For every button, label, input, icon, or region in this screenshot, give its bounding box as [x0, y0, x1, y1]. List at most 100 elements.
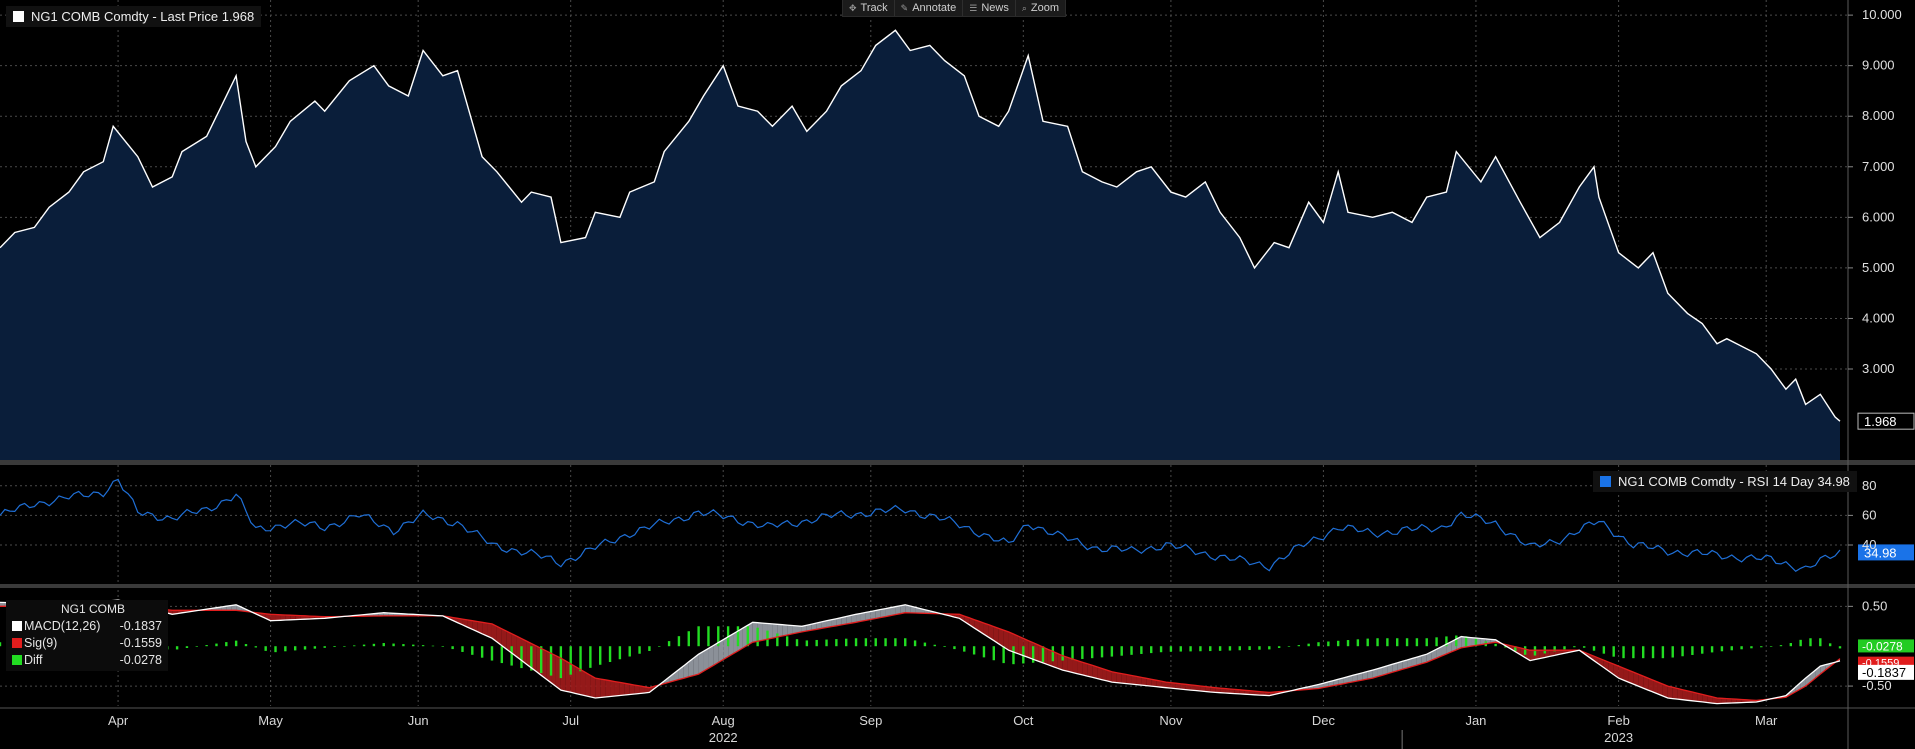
diff-bar — [195, 646, 198, 647]
track-button[interactable]: ✥ Track — [843, 0, 895, 16]
diff-bar — [1425, 638, 1428, 647]
diff-bar — [992, 646, 995, 661]
macd-signal-fill — [728, 633, 734, 657]
diff-bar — [1828, 643, 1832, 647]
macd-signal-fill — [1077, 660, 1083, 675]
macd-signal-fill — [860, 612, 866, 622]
diff-bar — [1504, 646, 1507, 648]
price-legend[interactable]: NG1 COMB Comdty - Last Price 1.968 — [6, 6, 262, 27]
diff-bar — [884, 638, 887, 647]
macd-signal-fill — [580, 669, 586, 696]
x-tick-label: Jun — [408, 713, 429, 728]
macd-signal-fill — [516, 636, 522, 661]
macd-signal-fill — [757, 622, 763, 642]
macd-signal-fill — [1697, 693, 1703, 702]
diff-bar — [677, 636, 681, 647]
macd-signal-fill — [1707, 695, 1713, 704]
macd-signal-fill — [1820, 664, 1826, 675]
macd-signal-fill — [565, 661, 571, 693]
macd-signal-fill — [910, 605, 916, 614]
macd-signal-fill — [1638, 674, 1644, 689]
diff-bar — [864, 638, 868, 647]
diff-bar — [854, 638, 858, 647]
zoom-button[interactable]: ⌕ Zoom — [1021, 2, 1059, 14]
macd-signal-fill — [723, 636, 729, 660]
diff-bar — [215, 643, 218, 647]
macd-signal-fill — [1057, 653, 1063, 671]
macd-signal-fill — [1131, 675, 1137, 685]
macd-signal-fill — [1657, 682, 1663, 697]
macd-signal-fill — [826, 619, 832, 628]
diff-bar — [1769, 646, 1773, 647]
macd-signal-fill — [1018, 636, 1024, 656]
macd-signal-fill — [841, 616, 847, 625]
macd-signal-fill — [1633, 672, 1639, 687]
diff-bar — [225, 642, 228, 647]
rsi-last-tag — [1858, 544, 1914, 561]
diff-bar — [599, 646, 602, 665]
diff-bar — [1553, 646, 1556, 652]
diff-bar — [1012, 646, 1015, 665]
macd-signal-fill — [1028, 640, 1034, 660]
diff-bar — [1622, 646, 1625, 659]
year-label: 2022 — [709, 730, 738, 745]
price-swatch — [13, 11, 24, 22]
macd-signal-fill — [797, 625, 802, 633]
news-button[interactable]: ☰ News — [963, 0, 1016, 16]
macd-signal-fill — [1180, 683, 1186, 690]
macd-signal-fill — [1712, 696, 1718, 704]
macd-signal-fill — [1456, 636, 1462, 650]
diff-bar — [845, 638, 848, 647]
diff-bar — [471, 646, 474, 655]
y-tick-label: 0.50 — [1862, 598, 1887, 613]
macd-signal-fill — [1717, 698, 1722, 704]
macd-signal-fill — [1205, 686, 1211, 692]
diff-bar — [1602, 646, 1606, 654]
diff-bar — [1720, 646, 1724, 652]
macd-signal-fill — [998, 628, 1004, 648]
diff-bar — [431, 645, 435, 647]
macd-signal-fill — [1229, 688, 1235, 694]
diff-bar — [1120, 646, 1123, 656]
diff-bar — [1464, 636, 1468, 647]
y-tick-label: 9.000 — [1862, 58, 1895, 73]
macd-legend[interactable]: NG1 COMB MACD(12,26) -0.1837 Sig(9) -0.1… — [6, 600, 168, 671]
macd-signal-fill — [1047, 649, 1053, 667]
diff-bar — [1415, 638, 1419, 647]
macd-signal-fill — [762, 623, 768, 641]
macd-signal-fill — [851, 614, 857, 624]
macd-signal-fill — [231, 604, 237, 611]
macd-signal-fill — [0, 602, 5, 607]
y-tick-label: 40 — [1862, 537, 1876, 552]
macd-signal-fill — [1121, 673, 1127, 684]
macd-signal-fill — [290, 615, 296, 620]
diff-bar — [1691, 646, 1694, 655]
macd-signal-fill — [865, 611, 871, 621]
macd-signal-fill — [1382, 665, 1388, 676]
macd-signal-fill — [964, 616, 970, 625]
signal-line — [0, 604, 1841, 702]
annotate-button[interactable]: ✎ Annotate — [895, 0, 964, 16]
y-tick-label: 7.000 — [1862, 159, 1895, 174]
x-tick-label: Aug — [712, 713, 735, 728]
diff-bar — [1582, 646, 1586, 648]
diff-bar — [1287, 646, 1291, 647]
macd-signal-fill — [1082, 662, 1088, 677]
diff-bar — [0, 642, 2, 647]
diff-bar — [756, 627, 759, 647]
macd-signal-fill — [610, 680, 615, 697]
rsi-legend[interactable]: NG1 COMB Comdty - RSI 14 Day 34.98 — [1593, 471, 1857, 492]
diff-bar — [559, 646, 563, 679]
macd-signal-fill — [1220, 688, 1226, 694]
macd-signal-fill — [806, 624, 812, 631]
rsi-legend-label: NG1 COMB Comdty - RSI 14 Day 34.98 — [1618, 474, 1850, 489]
diff-bar — [1750, 646, 1753, 649]
macd-signal-fill — [772, 623, 778, 639]
diff-bar — [1701, 646, 1704, 654]
y-tick-label: 4.000 — [1862, 310, 1895, 325]
diff-bar — [687, 631, 690, 647]
macd-signal-fill — [1466, 637, 1472, 648]
diff-bar — [1110, 646, 1114, 657]
macd-signal-fill — [1648, 678, 1654, 693]
year-label: 2023 — [1604, 730, 1633, 745]
